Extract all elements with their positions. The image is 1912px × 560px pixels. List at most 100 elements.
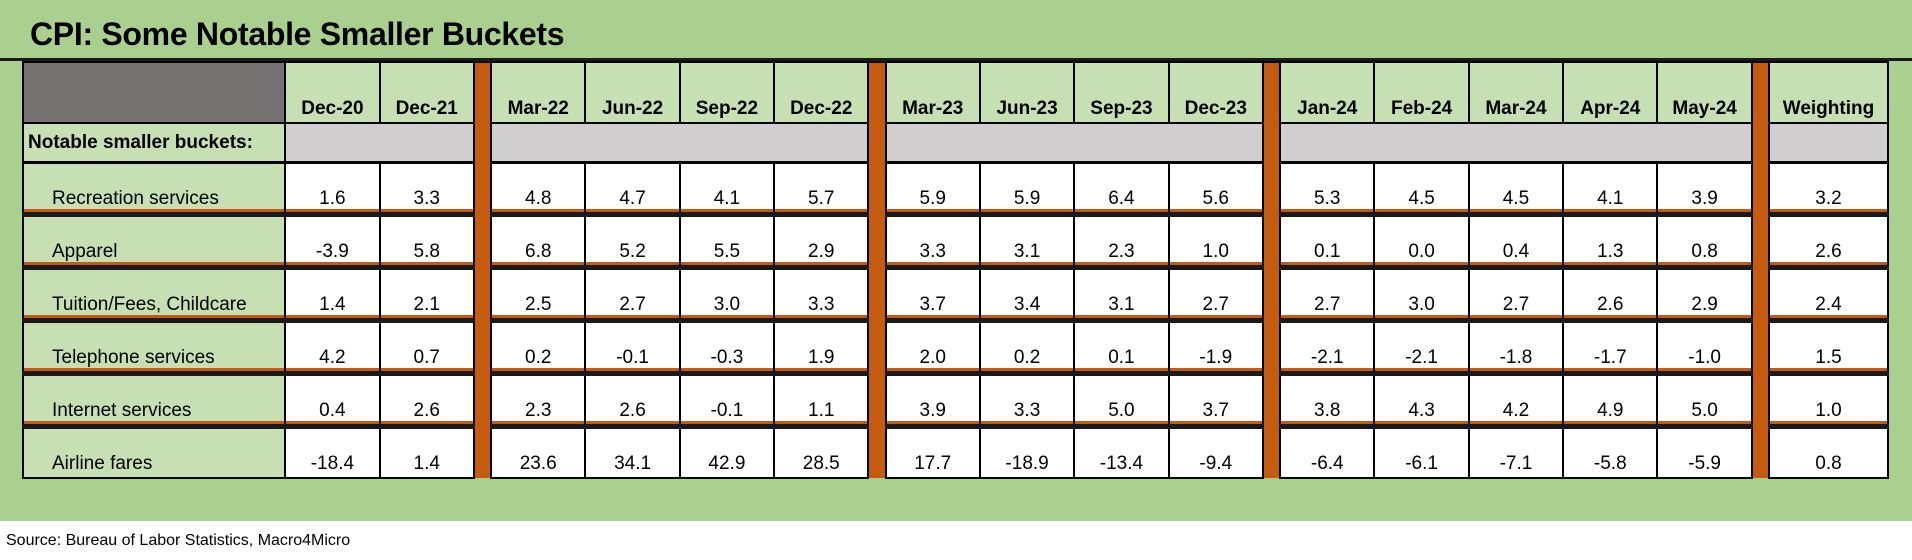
- column-separator: [472, 426, 493, 478]
- section-filler: [884, 123, 1264, 164]
- column-separator: [1261, 267, 1282, 321]
- section-label: Notable smaller buckets:: [21, 123, 287, 164]
- column-header: Sep-22: [678, 61, 776, 124]
- value-cell: 1.4: [284, 267, 381, 323]
- value-cell: -5.8: [1562, 426, 1659, 479]
- table-row: Internet services 0.4 2.6 2.3 2.6 -0.1 1.1 3.9 3…: [21, 373, 1890, 429]
- value-cell: -7.1: [1467, 426, 1565, 479]
- value-cell: 1.9: [773, 320, 870, 376]
- column-header: Sep-23: [1073, 61, 1170, 124]
- column-separator: [1750, 267, 1770, 321]
- value-cell: 5.0: [1073, 373, 1170, 429]
- value-cell: 1.6: [284, 162, 381, 217]
- value-cell: 3.3: [378, 162, 475, 217]
- value-cell: 0.8: [1656, 214, 1753, 270]
- value-cell: 4.8: [490, 162, 587, 217]
- table-row: Apparel -3.9 5.8 6.8 5.2 5.5 2.9 3.3 3.1 2.3 1.0 0.…: [21, 214, 1890, 270]
- column-separator: [472, 373, 493, 427]
- value-cell: 3.4: [978, 267, 1076, 323]
- row-label: Recreation services: [21, 162, 287, 217]
- value-cell: 42.9: [678, 426, 776, 479]
- column-header: Mar-24: [1467, 61, 1565, 124]
- value-cell: 3.8: [1279, 373, 1376, 429]
- value-cell: 2.6: [378, 373, 475, 429]
- value-cell: 4.3: [1373, 373, 1470, 429]
- column-separator: [1750, 61, 1770, 123]
- row-label: Telephone services: [21, 320, 287, 376]
- value-cell: -1.7: [1562, 320, 1659, 376]
- source-note: Source: Bureau of Labor Statistics, Macr…: [6, 532, 351, 549]
- column-separator: [472, 267, 493, 321]
- value-cell: 2.3: [1073, 214, 1170, 270]
- column-separator: [1261, 426, 1282, 478]
- header-corner: [21, 61, 287, 124]
- value-cell: 5.5: [678, 214, 776, 270]
- section-filler: [1767, 123, 1890, 164]
- value-cell: 4.5: [1467, 162, 1565, 217]
- value-cell: 2.6: [1562, 267, 1659, 323]
- column-separator: [1750, 320, 1770, 374]
- row-label: Tuition/Fees, Childcare: [21, 267, 287, 323]
- value-cell: 6.4: [1073, 162, 1170, 217]
- value-cell: 3.0: [1373, 267, 1470, 323]
- section-filler: [284, 123, 475, 164]
- value-cell: 5.0: [1656, 373, 1753, 429]
- value-cell: 2.6: [584, 373, 681, 429]
- value-cell: 3.1: [1073, 267, 1170, 323]
- value-cell: 34.1: [584, 426, 681, 479]
- value-cell: 2.0: [884, 320, 981, 376]
- column-separator: [472, 162, 493, 215]
- table-row: Tuition/Fees, Childcare 1.4 2.1 2.5 2.7 3.0 3.…: [21, 267, 1890, 323]
- value-cell: 0.1: [1279, 214, 1376, 270]
- value-cell: 2.3: [490, 373, 587, 429]
- value-cell: -1.8: [1467, 320, 1565, 376]
- value-cell: 2.7: [1167, 267, 1264, 323]
- value-cell: 2.1: [378, 267, 475, 323]
- value-cell: 3.9: [884, 373, 981, 429]
- value-cell: 17.7: [884, 426, 981, 479]
- value-cell: -9.4: [1167, 426, 1264, 479]
- value-cell: -6.4: [1279, 426, 1376, 479]
- value-cell: -1.0: [1656, 320, 1753, 376]
- column-header: Mar-23: [884, 61, 981, 124]
- value-cell: 0.2: [490, 320, 587, 376]
- column-separator: [1750, 426, 1770, 478]
- value-cell: -0.3: [678, 320, 776, 376]
- value-cell: 1.0: [1167, 214, 1264, 270]
- value-cell: 4.2: [284, 320, 381, 376]
- value-cell: 5.8: [378, 214, 475, 270]
- value-cell: -2.1: [1373, 320, 1470, 376]
- row-label: Airline fares: [21, 426, 287, 479]
- value-cell: 1.1: [773, 373, 870, 429]
- section-row: Notable smaller buckets:: [21, 123, 1890, 164]
- column-separator: [867, 214, 887, 268]
- column-separator: [472, 123, 493, 163]
- value-cell: 4.5: [1373, 162, 1470, 217]
- value-cell: 28.5: [773, 426, 870, 479]
- column-separator: [1750, 162, 1770, 215]
- value-cell: -0.1: [584, 320, 681, 376]
- value-cell: -18.4: [284, 426, 381, 479]
- column-header: Dec-23: [1167, 61, 1264, 124]
- value-cell: 1.4: [378, 426, 475, 479]
- value-cell: 4.7: [584, 162, 681, 217]
- column-header: Jan-24: [1279, 61, 1376, 124]
- value-cell: 23.6: [490, 426, 587, 479]
- value-cell: 3.2: [1767, 162, 1890, 217]
- column-separator: [472, 61, 493, 123]
- column-separator: [867, 426, 887, 478]
- value-cell: 2.7: [584, 267, 681, 323]
- value-cell: 5.2: [584, 214, 681, 270]
- column-header: Jun-22: [584, 61, 681, 124]
- value-cell: 2.7: [1467, 267, 1565, 323]
- value-cell: 3.0: [678, 267, 776, 323]
- column-separator: [472, 214, 493, 268]
- section-filler: [490, 123, 870, 164]
- column-separator: [472, 320, 493, 374]
- table-row: Telephone services 4.2 0.7 0.2 -0.1 -0.3 1.9 2.…: [21, 320, 1890, 376]
- column-separator: [867, 373, 887, 427]
- value-cell: 6.8: [490, 214, 587, 270]
- title-underline: [0, 58, 1912, 61]
- value-cell: 3.7: [1167, 373, 1264, 429]
- value-cell: 1.5: [1767, 320, 1890, 376]
